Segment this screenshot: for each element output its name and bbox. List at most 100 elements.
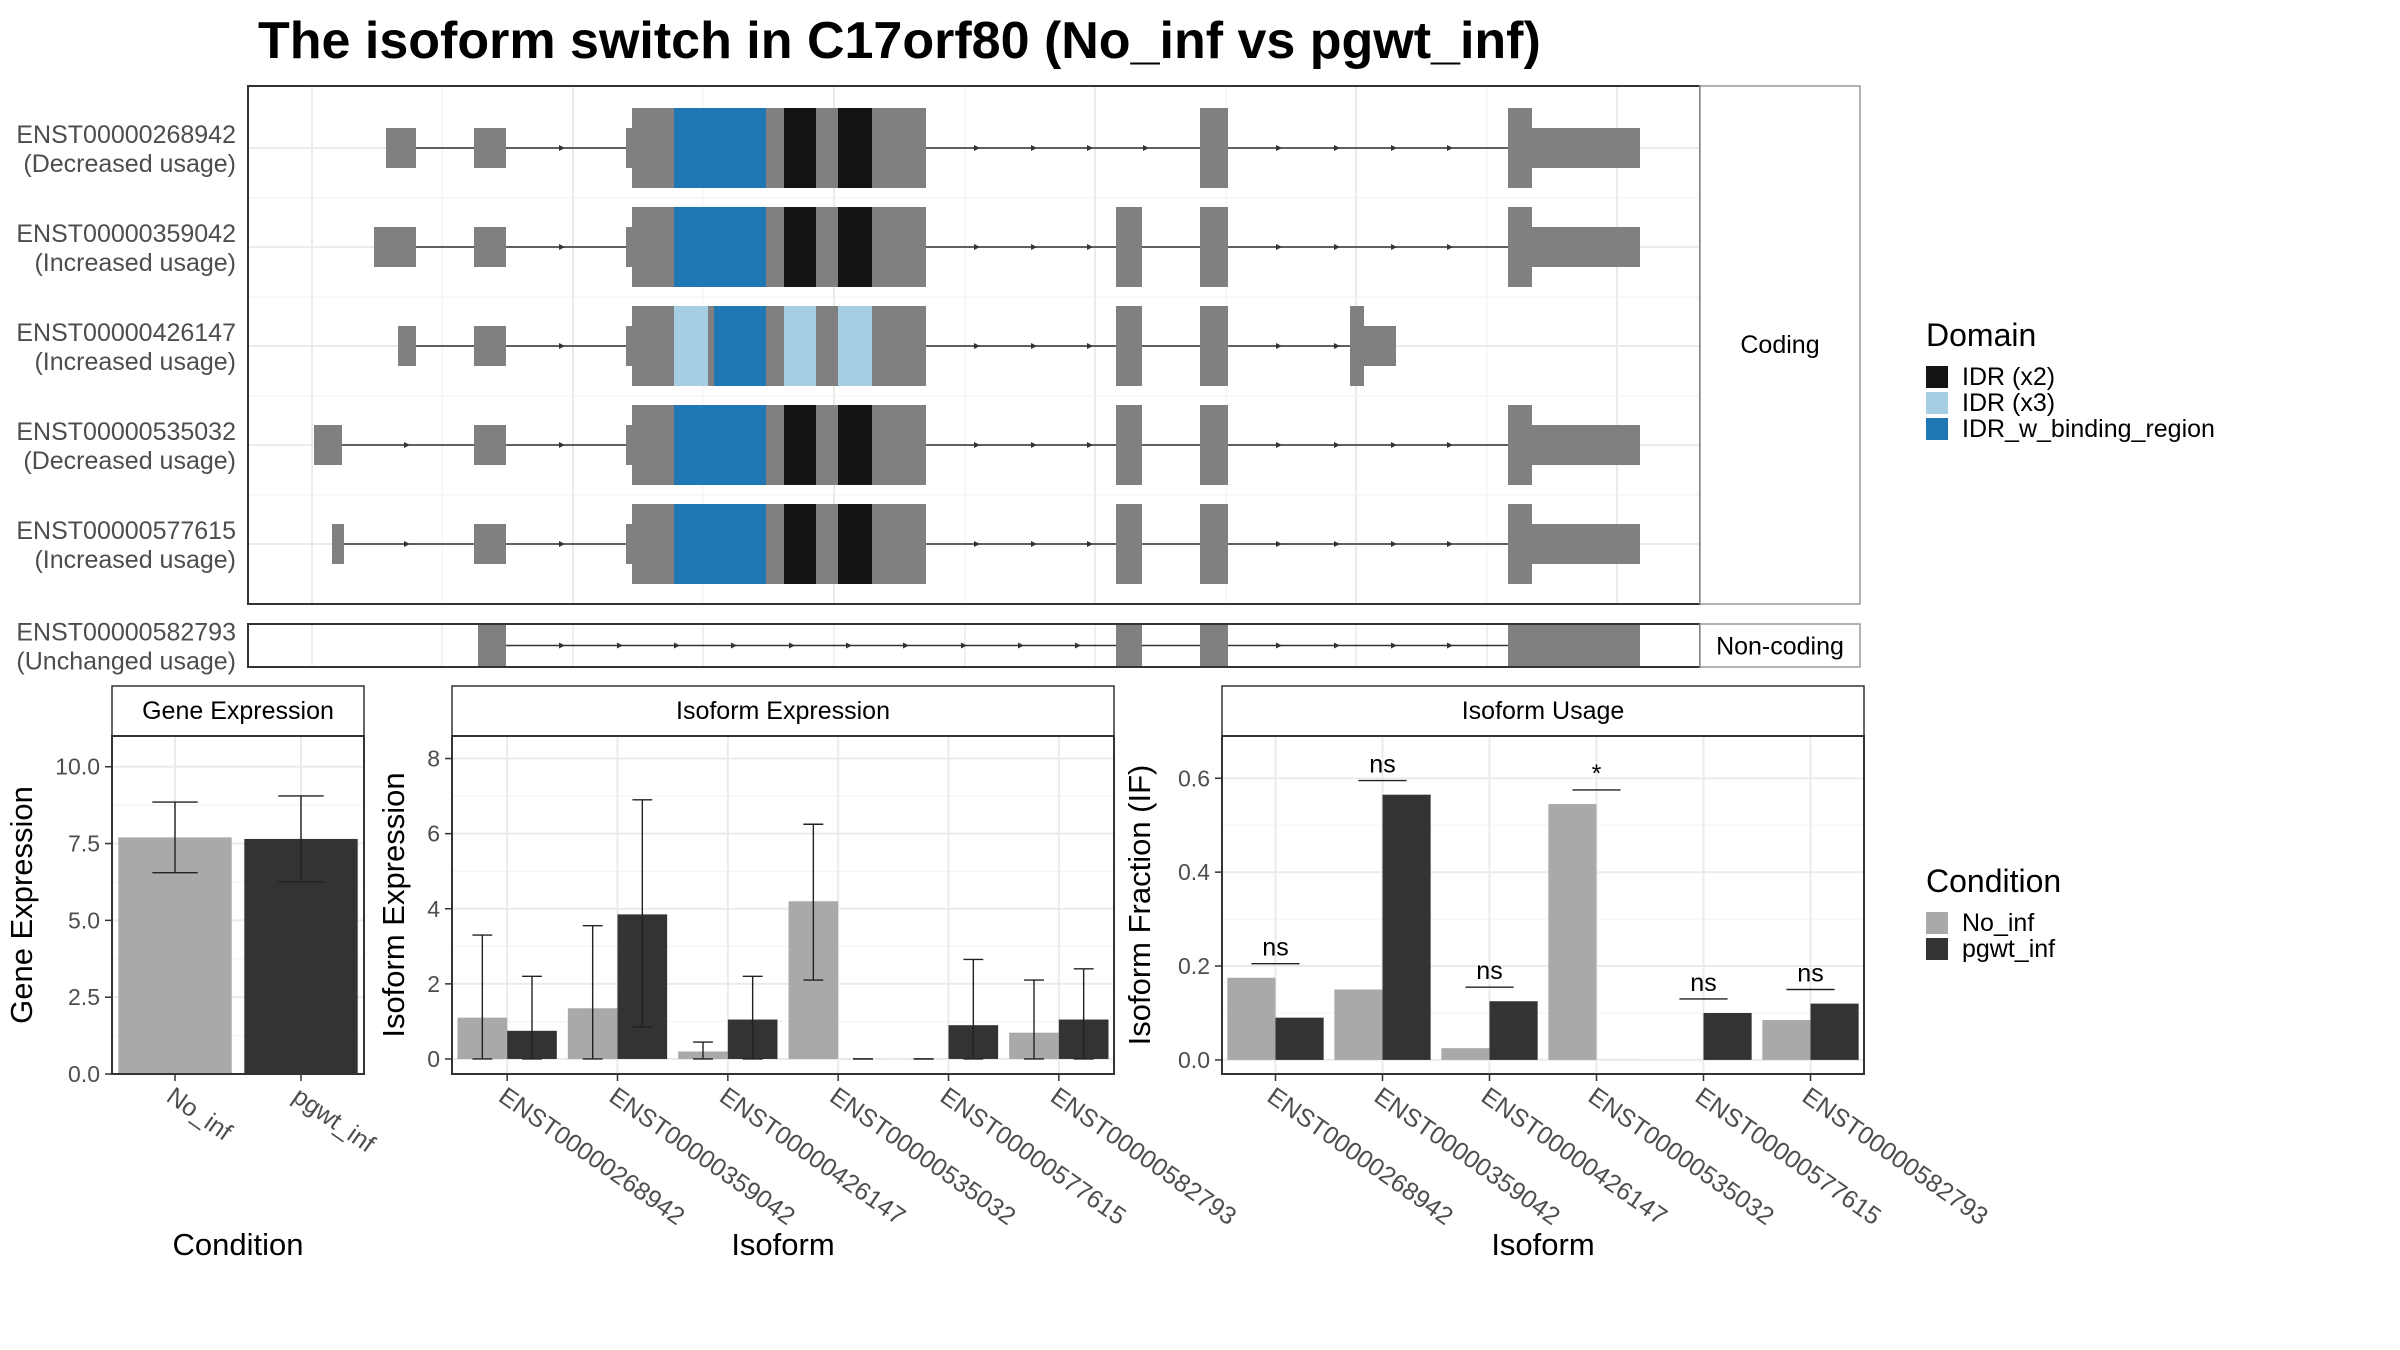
transcript-usage-label: (Unchanged usage) <box>16 648 236 676</box>
condition-legend-label: pgwt_inf <box>1962 935 2055 963</box>
noncoding-exon <box>1116 625 1142 666</box>
domain-legend-title: Domain <box>1926 317 2036 353</box>
x-tick-label: ENST00000268942 <box>1262 1082 1458 1231</box>
figure-title: The isoform switch in C17orf80 (No_inf v… <box>258 12 1541 70</box>
x-tick-label: ENST00000359042 <box>1369 1082 1565 1231</box>
intron-arrow <box>1276 343 1282 349</box>
isoform-usage-chart: Isoform Usage 0.0 0.2 0.4 0.6 ns ns ns * ns ns ENST… <box>1122 685 1993 1262</box>
intron-arrow <box>1334 442 1340 448</box>
y-tick-label: 5.0 <box>68 907 100 933</box>
intron-arrow <box>974 145 980 151</box>
intron-arrow <box>617 642 623 649</box>
plot-background <box>452 736 1114 1074</box>
x-tick-label: ENST00000426147 <box>714 1082 910 1231</box>
bar <box>1548 804 1597 1060</box>
coding-exon <box>1508 405 1532 485</box>
y-axis-title: Isoform Fraction (IF) <box>1122 765 1157 1046</box>
y-tick-label: 7.5 <box>68 831 100 857</box>
y-tick-label: 4 <box>427 896 440 922</box>
noncoding-exon <box>1200 625 1228 666</box>
coding-exon <box>1116 405 1142 485</box>
intron-arrow <box>559 541 565 547</box>
bar <box>1275 1017 1324 1060</box>
bar <box>1810 1003 1859 1060</box>
intron-arrow <box>1447 442 1453 448</box>
x-axis-title: Condition <box>173 1227 304 1262</box>
intron-arrow <box>559 145 565 151</box>
utr-exon <box>1530 524 1640 564</box>
x-tick-label: pgwt_inf <box>288 1082 380 1158</box>
utr-exon <box>474 227 506 267</box>
intron-arrow <box>789 642 795 649</box>
y-tick-label: 0.0 <box>68 1061 100 1087</box>
bar <box>1489 1001 1538 1060</box>
x-tick-label: ENST00000426147 <box>1476 1082 1672 1231</box>
transcript-id-label: ENST00000268942 <box>16 121 236 149</box>
chart-title: Isoform Expression <box>676 697 890 725</box>
coding-exon <box>1116 207 1142 287</box>
domain-block <box>838 108 872 188</box>
y-axis-title: Gene Expression <box>4 786 39 1024</box>
transcript-usage-label: (Increased usage) <box>34 348 236 376</box>
domain-legend: Domain IDR (x2)IDR (x3)IDR_w_binding_regi… <box>1926 317 2215 443</box>
transcript-usage-label: (Decreased usage) <box>23 150 236 178</box>
coding-exon <box>1200 504 1228 584</box>
domain-block <box>674 207 766 287</box>
coding-exon <box>1508 504 1532 584</box>
bar <box>1441 1048 1490 1060</box>
intron-arrow <box>1143 145 1149 151</box>
x-tick-label: ENST00000535032 <box>1583 1082 1779 1231</box>
intron-arrow <box>974 442 980 448</box>
y-tick-label: 2 <box>427 971 440 997</box>
utr-exon <box>1530 425 1640 465</box>
domain-block <box>674 504 766 584</box>
intron-arrow <box>1334 244 1340 250</box>
domain-block <box>838 207 872 287</box>
intron-arrow <box>731 642 737 649</box>
intron-arrow <box>1391 541 1397 547</box>
intron-arrow <box>1276 642 1282 649</box>
significance-label: ns <box>1797 960 1823 988</box>
intron-arrow <box>846 642 852 649</box>
transcript-usage-label: (Increased usage) <box>34 546 236 574</box>
utr-exon <box>474 128 506 168</box>
transcript-id-label: ENST00000426147 <box>16 319 236 347</box>
domain-block <box>784 306 816 386</box>
isoform-expression-chart: Isoform Expression02468ENST00000268942EN… <box>376 685 1241 1262</box>
plot-border <box>451 735 1115 1075</box>
x-tick-label: ENST00000535032 <box>825 1082 1021 1231</box>
intron-arrow <box>559 442 565 448</box>
plot-background <box>1222 736 1864 1074</box>
domain-block <box>784 504 816 584</box>
y-tick-label: 0.4 <box>1178 859 1210 885</box>
plot-border <box>111 735 365 1075</box>
transcript-structure-panel: CodingNon-codingENST00000268942(Decrease… <box>16 85 1861 676</box>
domain-block <box>838 306 872 386</box>
noncoding-exon <box>1508 625 1640 666</box>
transcript-id-label: ENST00000359042 <box>16 220 236 248</box>
coding-exon <box>1116 306 1142 386</box>
intron-arrow <box>1447 244 1453 250</box>
domain-legend-key <box>1926 366 1948 388</box>
intron-arrow <box>674 642 680 649</box>
domain-block <box>784 207 816 287</box>
plot-border <box>1221 735 1865 1075</box>
facet-label-noncoding: Non-coding <box>1716 633 1844 661</box>
coding-exon <box>1200 405 1228 485</box>
domain-legend-key <box>1926 418 1948 440</box>
intron-arrow <box>1334 541 1340 547</box>
coding-exon <box>1508 207 1532 287</box>
transcript-usage-label: (Decreased usage) <box>23 447 236 475</box>
x-axis-title: Isoform <box>1491 1227 1594 1262</box>
utr-exon <box>1362 326 1396 366</box>
intron-arrow <box>1391 145 1397 151</box>
noncoding-exon <box>478 625 506 666</box>
significance-label: ns <box>1476 957 1502 985</box>
transcript-id-label: ENST00000582793 <box>16 619 236 647</box>
facet-label-coding: Coding <box>1740 331 1819 359</box>
utr-exon <box>386 128 416 168</box>
intron-arrow <box>1031 145 1037 151</box>
